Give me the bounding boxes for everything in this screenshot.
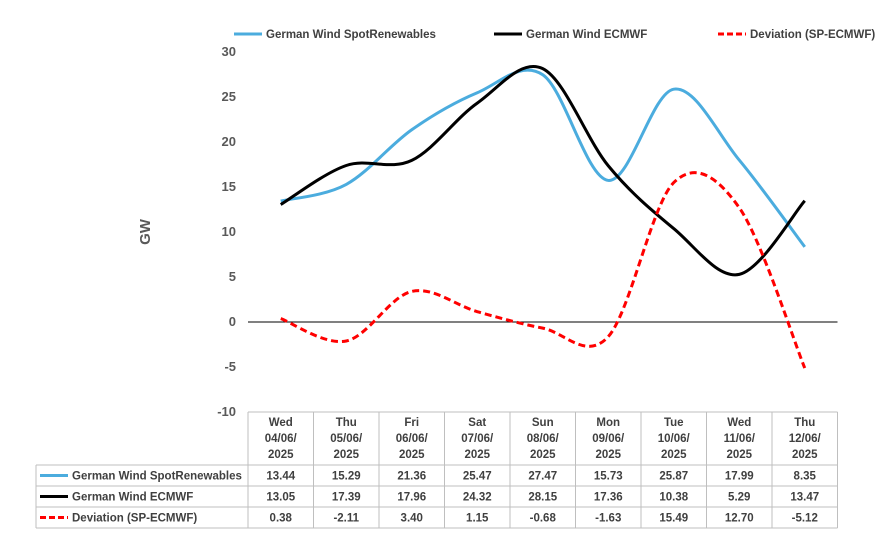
- table-cell-value: -0.68: [530, 513, 557, 525]
- series-lines: [279, 65, 807, 369]
- y-tick-label: -10: [217, 404, 236, 419]
- category-label: 05/06/: [330, 433, 363, 445]
- table-cell-value: 12.70: [725, 513, 754, 525]
- table-cell-value: 21.36: [397, 471, 426, 483]
- table-cell-value: 25.47: [463, 471, 492, 483]
- table-cell-value: 28.15: [528, 492, 557, 504]
- category-label: 12/06/: [789, 433, 822, 445]
- table-cell-value: 17.96: [397, 492, 426, 504]
- table-cell-value: 17.36: [594, 492, 623, 504]
- category-label: 2025: [661, 449, 687, 461]
- y-axis-label: GW: [137, 218, 154, 245]
- category-label: 09/06/: [592, 433, 625, 445]
- category-label: 2025: [530, 449, 556, 461]
- data-table: Wed 04/06/2025 Thu 05/06/2025 Fri 06/06/2025 S…: [35, 411, 838, 529]
- table-cell-value: 1.15: [466, 513, 489, 525]
- table-row-label: German Wind SpotRenewables: [72, 471, 242, 483]
- category-label: 10/06/: [658, 433, 691, 445]
- category-label: 2025: [399, 449, 425, 461]
- category-label: 2025: [595, 449, 621, 461]
- category-label: 06/06/: [396, 433, 429, 445]
- table-cell-value: 17.39: [332, 492, 361, 504]
- table-cell-value: 0.38: [270, 513, 293, 525]
- table-cell-value: 27.47: [528, 471, 557, 483]
- table-row-label: German Wind ECMWF: [72, 492, 193, 504]
- y-tick-label: 15: [222, 179, 236, 194]
- category-label: 04/06/: [265, 433, 298, 445]
- table-cell-value: 15.29: [332, 471, 361, 483]
- legend-label-1: German Wind SpotRenewables: [266, 29, 436, 41]
- table-cell-value: 5.29: [728, 492, 750, 504]
- table-row-label: Deviation (SP-ECMWF): [72, 513, 197, 525]
- y-tick-label: 10: [222, 224, 236, 239]
- table-cell-value: 8.35: [794, 471, 817, 483]
- legend-label-2: German Wind ECMWF: [526, 29, 647, 41]
- category-label: Sat: [468, 417, 486, 429]
- category-label: 11/06/: [724, 433, 756, 445]
- y-tick-label: 5: [229, 269, 236, 284]
- category-label: 07/06/: [461, 433, 494, 445]
- table-cell-value: 13.47: [790, 492, 819, 504]
- category-label: Fri: [404, 417, 419, 429]
- table-cell-value: 15.73: [594, 471, 623, 483]
- legend: German Wind SpotRenewables German Wind EC…: [234, 29, 875, 41]
- category-label: 2025: [464, 449, 490, 461]
- series-line-3: [280, 171, 807, 369]
- series-line-1: [280, 68, 806, 248]
- table-cell-value: 3.40: [401, 513, 423, 525]
- category-label: Wed: [727, 417, 751, 429]
- table-cell-value: 13.44: [266, 471, 295, 483]
- category-label: Thu: [794, 417, 815, 429]
- y-tick-label: 0: [229, 314, 236, 329]
- category-label: Tue: [664, 417, 684, 429]
- table-cell-value: 10.38: [659, 492, 688, 504]
- table-cell-value: 25.87: [659, 471, 688, 483]
- category-label: Thu: [336, 417, 357, 429]
- category-label: Sun: [532, 417, 554, 429]
- category-label: 08/06/: [527, 433, 560, 445]
- y-tick-label: 20: [222, 134, 236, 149]
- table-cell-value: -2.11: [333, 513, 359, 525]
- table-cell-value: -1.63: [595, 513, 621, 525]
- y-tick-label: 30: [222, 44, 236, 59]
- series-line-2: [279, 65, 806, 277]
- y-tick-label: -5: [224, 359, 236, 374]
- y-axis-ticks: 30 25 20 15 10 5 0 -5 -10: [217, 44, 236, 419]
- category-label: Wed: [269, 417, 293, 429]
- legend-label-3: Deviation (SP-ECMWF): [750, 29, 875, 41]
- category-label: 2025: [333, 449, 359, 461]
- y-tick-label: 25: [222, 89, 236, 104]
- table-cell-value: 15.49: [659, 513, 688, 525]
- category-label: 2025: [792, 449, 818, 461]
- category-label: 2025: [268, 449, 294, 461]
- table-cell-value: 13.05: [266, 492, 295, 504]
- category-label: Mon: [596, 417, 620, 429]
- category-label: 2025: [726, 449, 752, 461]
- table-cell-value: 17.99: [725, 471, 754, 483]
- table-cell-value: -5.12: [792, 513, 818, 525]
- table-cell-value: 24.32: [463, 492, 492, 504]
